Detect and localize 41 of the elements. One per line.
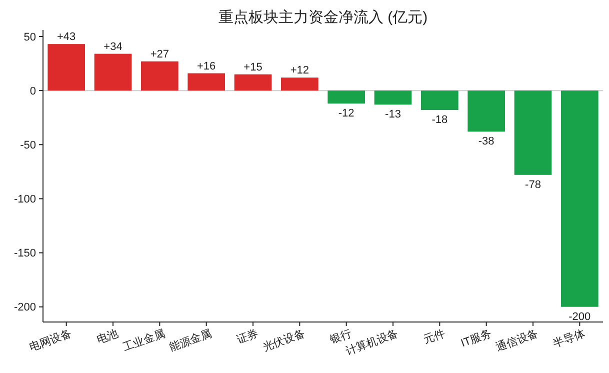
bar: [468, 90, 505, 132]
y-tick-label: 50: [24, 31, 36, 44]
data-label: +15: [244, 61, 262, 74]
x-tick-label: 半导体: [551, 326, 587, 350]
data-label: -18: [432, 114, 448, 126]
data-label: +34: [104, 40, 122, 53]
bar: [281, 78, 318, 91]
bar: [328, 90, 365, 104]
data-label: +12: [290, 64, 310, 77]
x-tick-label: 光伏设备: [260, 326, 307, 354]
bar: [234, 74, 272, 91]
data-label: -13: [385, 108, 401, 121]
x-tick-label: 能源金属: [168, 326, 214, 354]
bar: [94, 54, 132, 91]
data-label: -12: [338, 108, 354, 120]
chart-title: 重点板块主力资金净流入 (亿元): [218, 9, 428, 26]
data-label: +43: [56, 31, 76, 44]
bar: [188, 73, 225, 91]
y-tick-label: -100: [14, 194, 36, 206]
x-tick-label: 元件: [422, 328, 447, 346]
x-tick-label: 电网设备: [28, 326, 74, 354]
y-tick-label: 0: [30, 85, 36, 98]
data-label: +16: [196, 60, 216, 72]
y-tick-label: -50: [20, 139, 36, 152]
x-tick-label: IT服务: [459, 328, 494, 350]
bar: [561, 90, 598, 307]
bar: [514, 90, 552, 175]
x-tick-label: 通信设备: [494, 326, 540, 354]
data-label: -200: [568, 310, 591, 323]
bar: [48, 44, 85, 91]
data-label: -38: [478, 136, 494, 148]
data-label: +27: [150, 48, 170, 60]
y-tick-label: -150: [14, 248, 36, 260]
x-tick-label: 电池: [94, 326, 120, 346]
x-tick-label: 证券: [234, 326, 260, 346]
bar: [374, 90, 412, 105]
bar: [421, 90, 458, 110]
x-tick-label: 工业金属: [120, 326, 167, 354]
bar: [141, 61, 178, 91]
data-label: -78: [525, 178, 541, 191]
y-tick-label: -200: [14, 302, 36, 314]
